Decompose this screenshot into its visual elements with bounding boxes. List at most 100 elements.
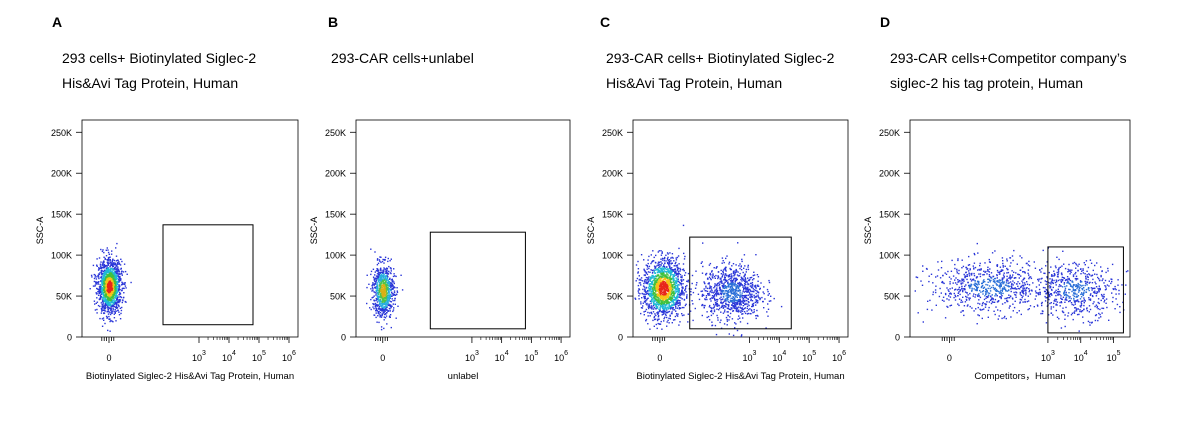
scatter-point	[114, 275, 116, 277]
scatter-point	[657, 299, 660, 301]
scatter-point	[726, 324, 728, 326]
scatter-point	[652, 260, 655, 262]
scatter-point	[705, 272, 708, 275]
scatter-point	[387, 282, 390, 284]
scatter-point	[659, 279, 661, 282]
scatter-point	[720, 327, 723, 329]
scatter-point	[117, 299, 119, 301]
scatter-point	[661, 298, 664, 300]
scatter-point	[751, 310, 753, 312]
scatter-point	[728, 275, 730, 277]
panel-title-line: 293-CAR cells+Competitor company’s	[890, 50, 1127, 66]
scatter-point	[116, 302, 118, 304]
scatter-point	[381, 304, 383, 307]
scatter-point	[658, 276, 660, 278]
scatter-point	[654, 318, 656, 321]
scatter-point	[711, 324, 713, 327]
scatter-point	[383, 273, 385, 275]
scatter-point	[739, 272, 741, 275]
scatter-point	[638, 298, 640, 300]
scatter-point	[376, 284, 378, 286]
scatter-point	[703, 288, 705, 290]
scatter-point	[391, 285, 393, 288]
scatter-point	[101, 290, 103, 293]
scatter-point	[92, 285, 95, 287]
scatter-point	[648, 289, 650, 291]
scatter-point	[659, 263, 661, 266]
scatter-point	[100, 266, 103, 268]
scatter-point	[101, 282, 103, 284]
scatter-point	[381, 289, 383, 292]
scatter-point	[660, 320, 662, 323]
scatter-point	[666, 300, 668, 302]
scatter-point	[724, 268, 727, 270]
scatter-point	[710, 309, 713, 312]
scatter-point	[104, 283, 106, 285]
scatter-point	[725, 257, 727, 260]
scatter-point	[747, 290, 749, 293]
scatter-point	[723, 284, 725, 286]
scatter-point	[678, 296, 680, 298]
scatter-point	[1015, 288, 1017, 290]
scatter-point	[768, 300, 771, 302]
scatter-point	[727, 276, 730, 278]
scatter-point	[656, 312, 658, 314]
scatter-point	[651, 281, 653, 283]
scatter-point	[677, 271, 680, 273]
scatter-point	[683, 252, 685, 255]
scatter-point	[668, 279, 670, 281]
scatter-point	[101, 277, 104, 280]
scatter-point	[112, 299, 114, 301]
scatter-point	[711, 307, 713, 310]
scatter-point	[667, 301, 669, 303]
scatter-point	[115, 294, 117, 296]
scatter-point	[373, 284, 375, 286]
scatter-point	[726, 255, 728, 257]
scatter-point	[952, 282, 954, 284]
scatter-point	[666, 321, 668, 323]
scatter-point	[103, 306, 105, 309]
scatter-point	[369, 307, 371, 309]
scatter-point	[377, 262, 380, 264]
scatter-point	[121, 270, 123, 272]
scatter-point	[97, 294, 100, 296]
scatter-point	[106, 289, 109, 291]
scatter-point	[94, 303, 96, 305]
scatter-point	[657, 268, 659, 270]
scatter-point	[686, 280, 688, 282]
scatter-point	[670, 257, 672, 259]
scatter-point	[101, 305, 103, 308]
scatter-point	[100, 248, 102, 251]
x-tick-label: 104	[222, 350, 236, 363]
scatter-point	[100, 293, 102, 296]
gate-rectangle[interactable]	[162, 224, 254, 326]
scatter-point	[670, 307, 672, 309]
panel-title: 293-CAR cells+unlabel	[331, 46, 474, 71]
scatter-point	[977, 252, 979, 254]
scatter-point	[104, 295, 107, 297]
scatter-point	[656, 274, 658, 276]
scatter-point	[668, 307, 670, 309]
gate-rectangle[interactable]	[689, 236, 792, 330]
scatter-point	[109, 265, 111, 267]
x-tick-label: 104	[1074, 350, 1088, 363]
scatter-point	[654, 298, 657, 300]
scatter-point	[643, 268, 645, 270]
scatter-point	[380, 267, 382, 269]
scatter-point	[726, 297, 728, 299]
scatter-point	[733, 307, 736, 309]
scatter-point	[376, 264, 379, 266]
scatter-point	[103, 278, 105, 281]
scatter-point	[705, 296, 707, 299]
scatter-point	[104, 274, 106, 276]
scatter-point	[657, 322, 659, 325]
scatter-point	[657, 288, 659, 290]
scatter-point	[114, 262, 117, 264]
scatter-point	[375, 297, 377, 300]
scatter-point	[119, 293, 122, 295]
scatter-point	[386, 282, 389, 284]
scatter-point	[114, 309, 116, 311]
scatter-point	[379, 299, 381, 301]
scatter-point	[731, 288, 733, 290]
gate-rectangle[interactable]	[429, 231, 526, 330]
